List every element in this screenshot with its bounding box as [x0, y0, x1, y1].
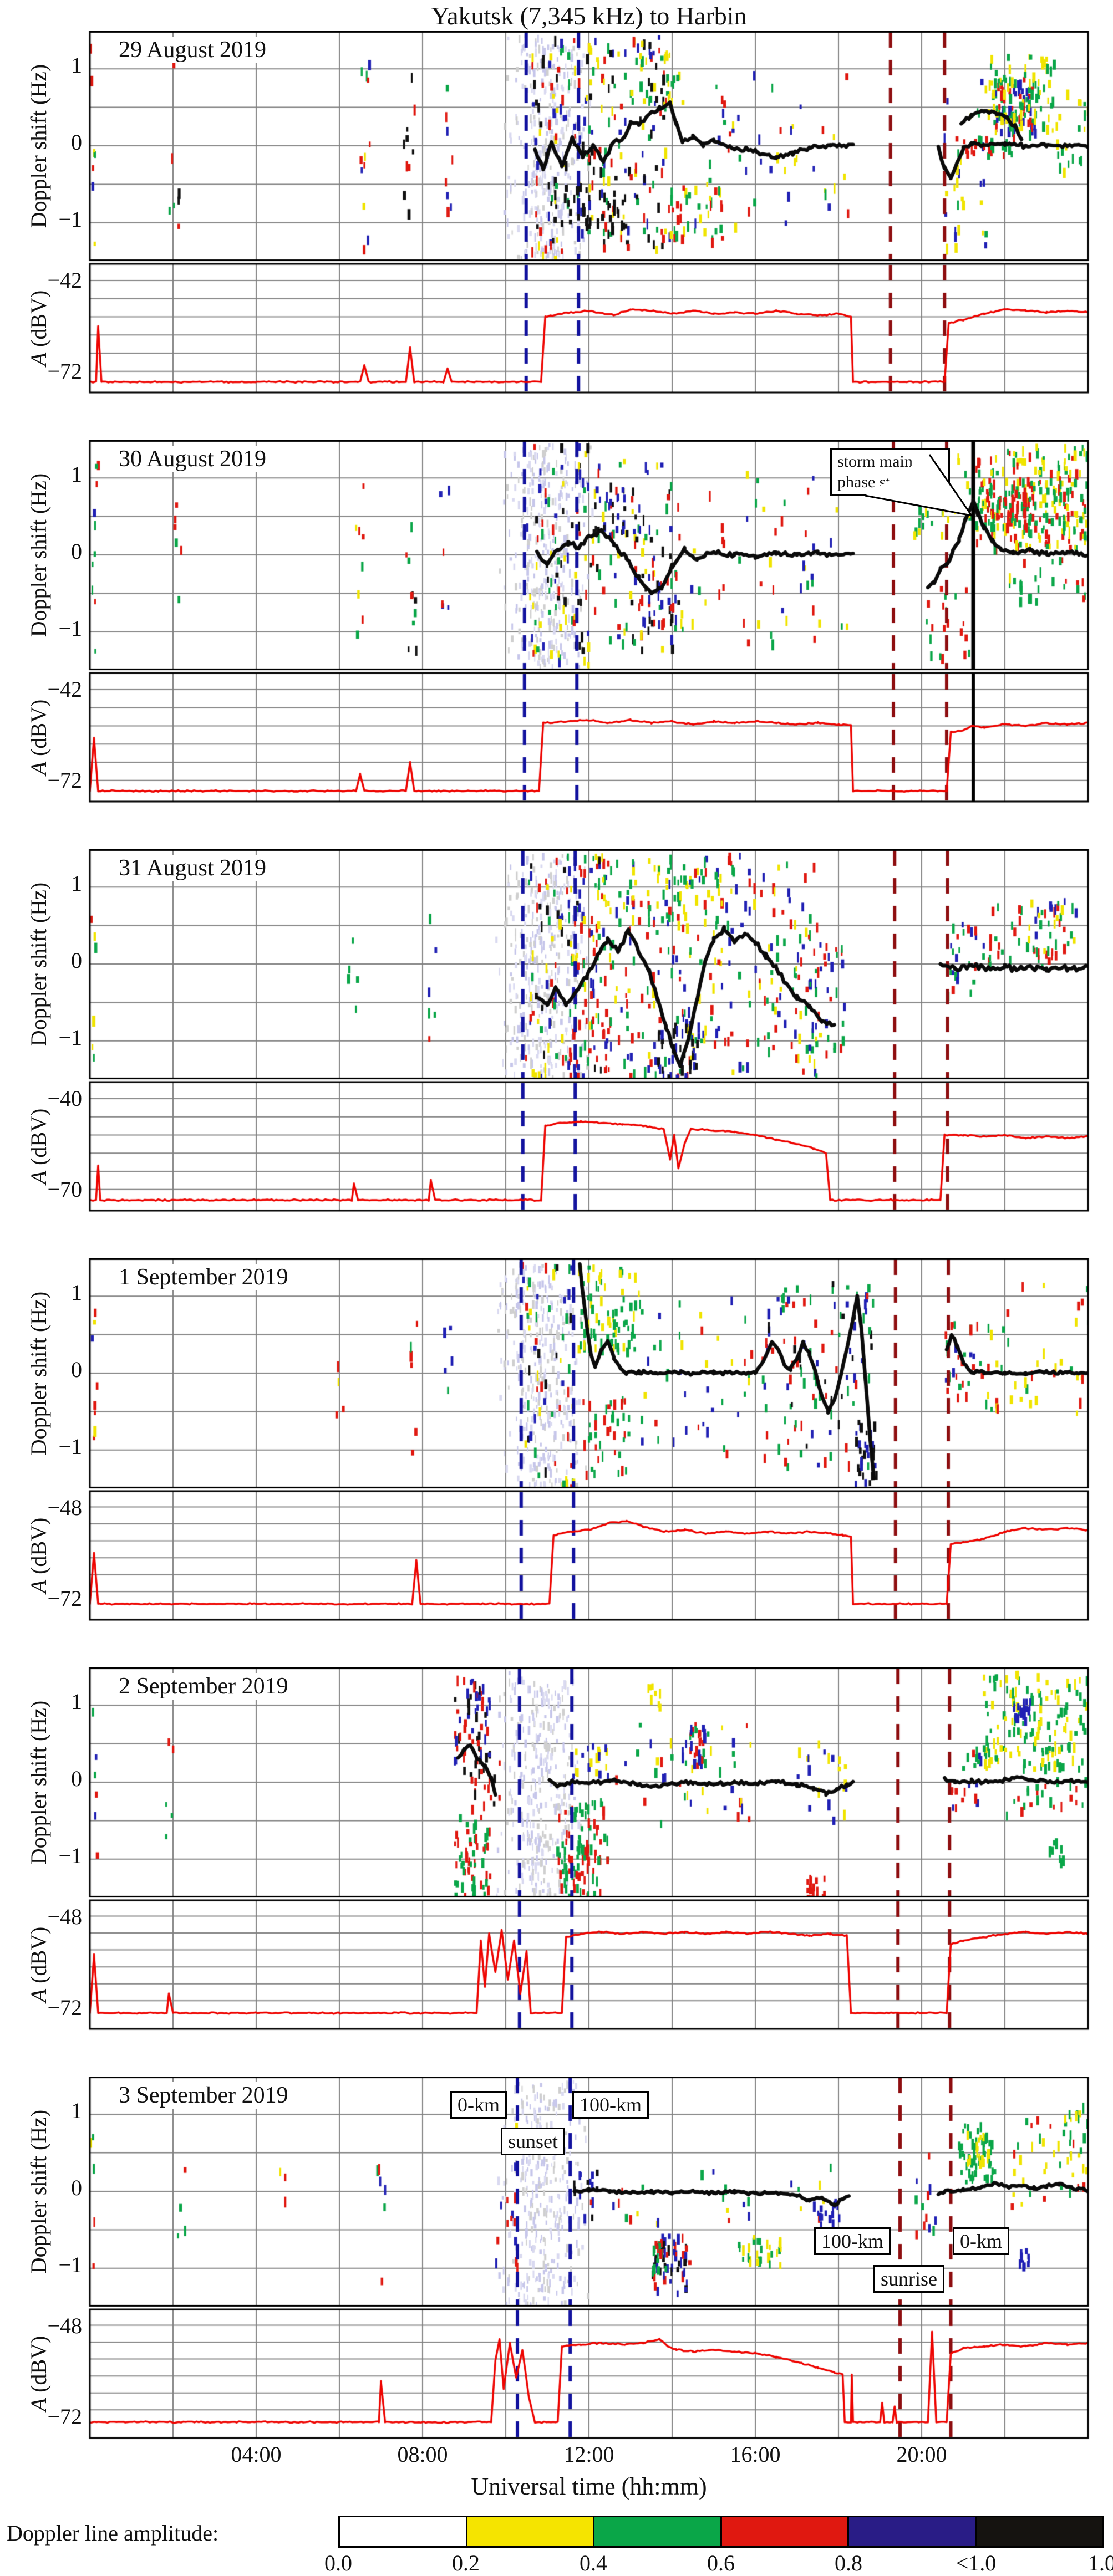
colorbar-tick: <1.0	[956, 2551, 997, 2575]
x-tick-1200: 12:00	[563, 2442, 614, 2467]
page-title: Yakutsk (7,345 kHz) to Harbin	[431, 2, 747, 30]
doppler-tick: 0	[71, 1357, 82, 1382]
date-label: 2 September 2019	[111, 1673, 296, 1700]
date-label: 3 September 2019	[111, 2082, 296, 2109]
date-label: 30 August 2019	[111, 446, 275, 472]
sunrise-label: sunrise	[873, 2265, 944, 2293]
doppler-tick: 1	[71, 1280, 82, 1305]
doppler-tick: 0	[71, 948, 82, 973]
panel-2-september: Doppler shift (Hz) A (dBV) 1 0 −1 −48 −7…	[0, 1667, 1113, 2077]
colorbar-segment	[847, 2517, 975, 2546]
panel-29-august: Doppler shift (Hz) A (dBV) 1 0 −1 −42 −7…	[0, 31, 1113, 440]
date-label: 31 August 2019	[111, 855, 275, 881]
colorbar-segment	[340, 2517, 466, 2546]
sunset-100km-label: 100-km	[572, 2091, 649, 2119]
amp-tick: −72	[47, 768, 82, 793]
panel-31-august: Doppler shift (Hz) A (dBV) 1 0 −1 −40 −7…	[0, 849, 1113, 1258]
x-tick-0400: 04:00	[231, 2442, 282, 2467]
x-tick-2000: 20:00	[896, 2442, 947, 2467]
amp-tick: −72	[47, 1995, 82, 2020]
doppler-amplitude-plot-canvas	[0, 849, 1113, 1258]
colorbar-tick: 1.0	[1088, 2551, 1113, 2575]
amp-tick: −72	[47, 2404, 82, 2429]
colorbar-tick: 0.8	[835, 2551, 862, 2575]
colorbar-segment	[720, 2517, 847, 2546]
doppler-tick: 0	[71, 539, 82, 564]
doppler-tick: 1	[71, 2098, 82, 2123]
date-label: 1 September 2019	[111, 1264, 296, 1290]
doppler-amplitude-plot-canvas	[0, 1258, 1113, 1667]
doppler-tick: −1	[58, 1843, 82, 1868]
doppler-amplitude-plot-canvas	[0, 31, 1113, 440]
panel-3-september: Doppler shift (Hz) A (dBV) 1 0 −1 −48 −7…	[0, 2077, 1113, 2486]
colorbar-segment	[465, 2517, 593, 2546]
colorbar	[338, 2516, 1104, 2548]
amp-tick: −40	[47, 1086, 82, 1111]
amp-tick: −42	[47, 268, 82, 293]
doppler-tick: −1	[58, 1025, 82, 1050]
panel-30-august: Doppler shift (Hz) A (dBV) 1 0 −1 −42 −7…	[0, 440, 1113, 849]
doppler-tick: −1	[58, 2252, 82, 2277]
amp-tick: −48	[47, 1904, 82, 1929]
sunrise-100km-label: 100-km	[814, 2227, 891, 2255]
doppler-amplitude-plot-canvas	[0, 440, 1113, 849]
x-tick-0800: 08:00	[397, 2442, 448, 2467]
date-label: 29 August 2019	[111, 37, 275, 63]
amp-tick: −70	[47, 1177, 82, 1202]
panel-1-september: Doppler shift (Hz) A (dBV) 1 0 −1 −48 −7…	[0, 1258, 1113, 1667]
amp-tick: −72	[47, 1586, 82, 1611]
x-tick-1600: 16:00	[730, 2442, 781, 2467]
doppler-tick: 1	[71, 53, 82, 78]
colorbar-tick: 0.6	[707, 2551, 735, 2575]
colorbar-tick: 0.0	[324, 2551, 352, 2575]
colorbar-tick: 0.4	[580, 2551, 607, 2575]
sunrise-0km-label: 0-km	[953, 2227, 1009, 2255]
amp-tick: −48	[47, 1495, 82, 1520]
colorbar-segment	[974, 2517, 1102, 2546]
doppler-tick: −1	[58, 616, 82, 641]
doppler-tick: 1	[71, 462, 82, 487]
doppler-amplitude-plot-canvas	[0, 1667, 1113, 2077]
doppler-tick: −1	[58, 1434, 82, 1459]
amp-tick: −72	[47, 359, 82, 384]
doppler-tick: −1	[58, 207, 82, 232]
colorbar-title: Doppler line amplitude:	[7, 2521, 219, 2546]
amp-tick: −42	[47, 677, 82, 702]
doppler-tick: 1	[71, 1689, 82, 1714]
amp-tick: −48	[47, 2313, 82, 2338]
x-axis-title: Universal time (hh:mm)	[471, 2473, 707, 2500]
doppler-tick: 0	[71, 130, 82, 155]
colorbar-segment	[593, 2517, 720, 2546]
sunset-0km-label: 0-km	[450, 2091, 507, 2119]
doppler-tick: 1	[71, 871, 82, 896]
sunset-label: sunset	[501, 2128, 565, 2155]
doppler-tick: 0	[71, 2175, 82, 2200]
doppler-tick: 0	[71, 1766, 82, 1791]
colorbar-tick: 0.2	[452, 2551, 480, 2575]
storm-annotation-pointer	[865, 454, 974, 517]
